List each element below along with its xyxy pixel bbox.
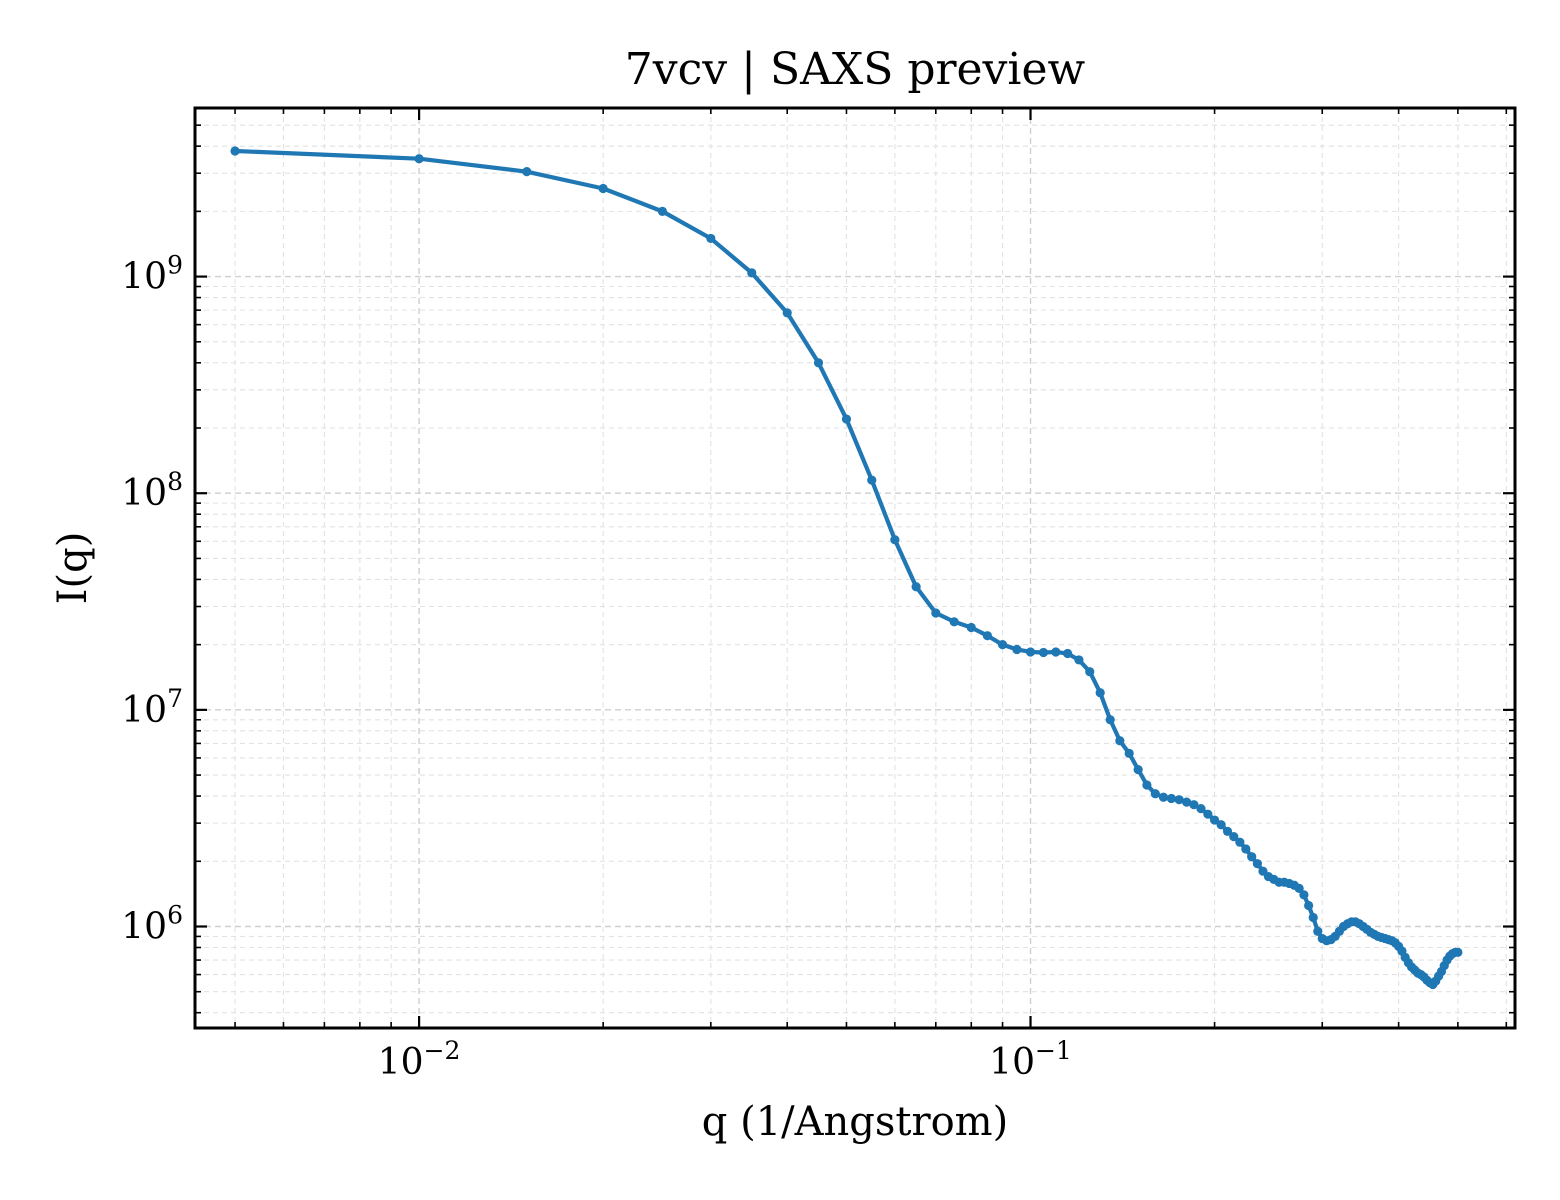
data-point — [1308, 912, 1318, 923]
data-point — [1294, 883, 1304, 893]
data-point — [867, 475, 877, 485]
x-axis-label: q (1/Angstrom) — [702, 1099, 1008, 1145]
data-point — [1142, 780, 1152, 790]
data-point — [1124, 748, 1134, 758]
data-point — [1166, 793, 1177, 804]
data-point — [1229, 832, 1239, 842]
x-tick-label: 10−2 — [378, 1036, 461, 1083]
data-point — [1012, 644, 1022, 655]
y-tick-label: 109 — [121, 251, 183, 298]
data-point — [1299, 890, 1309, 900]
data-point — [1209, 815, 1220, 825]
data-point — [414, 154, 424, 164]
data-point — [1115, 736, 1125, 746]
data-point — [1051, 647, 1061, 657]
data-point — [1063, 648, 1073, 659]
data-point — [997, 640, 1008, 650]
data-series — [230, 146, 1463, 990]
data-point — [966, 622, 976, 633]
data-point — [841, 414, 852, 424]
data-point — [1235, 837, 1245, 847]
data-point — [1313, 926, 1323, 936]
data-point — [1133, 764, 1143, 775]
data-point — [706, 233, 716, 244]
y-tick-label: 107 — [121, 684, 183, 731]
data-point — [1158, 792, 1169, 802]
data-point — [230, 146, 240, 156]
data-point — [1025, 647, 1036, 657]
grid-lines — [195, 107, 1515, 1028]
data-point — [1222, 826, 1233, 836]
data-point — [598, 183, 608, 194]
data-point — [1182, 797, 1192, 807]
data-point — [1216, 820, 1226, 830]
data-point — [782, 308, 792, 318]
x-tick-label: 10−1 — [989, 1036, 1072, 1083]
y-tick-label: 108 — [121, 467, 183, 514]
tick-labels: 10−2 10−1 106 107 108 109 — [121, 251, 1072, 1083]
data-point — [1105, 715, 1115, 725]
data-point — [1252, 859, 1262, 869]
data-point — [1203, 809, 1213, 819]
data-point — [890, 535, 900, 545]
data-point — [1038, 647, 1049, 658]
data-point — [931, 608, 941, 618]
data-point — [747, 268, 757, 278]
data-point — [1085, 667, 1095, 677]
plot-frame — [193, 106, 1517, 1030]
data-point — [1304, 900, 1314, 911]
axis-ticks — [195, 107, 1515, 1028]
data-point — [1174, 795, 1184, 805]
y-axis-label: I(q) — [50, 532, 96, 605]
data-point — [1074, 655, 1084, 665]
data-point — [1189, 800, 1199, 810]
data-point — [982, 631, 992, 641]
data-point — [1150, 789, 1160, 799]
data-point — [949, 617, 959, 627]
data-point — [1247, 852, 1257, 862]
data-point — [522, 167, 532, 177]
data-point — [1453, 947, 1463, 957]
chart-title: 7vcv | SAXS preview — [625, 44, 1086, 95]
y-tick-label: 106 — [121, 900, 183, 947]
data-point — [657, 206, 668, 216]
data-point — [1241, 844, 1251, 854]
data-point — [911, 582, 921, 592]
data-point — [813, 358, 824, 368]
data-point — [1196, 804, 1206, 814]
data-point — [1095, 688, 1105, 698]
